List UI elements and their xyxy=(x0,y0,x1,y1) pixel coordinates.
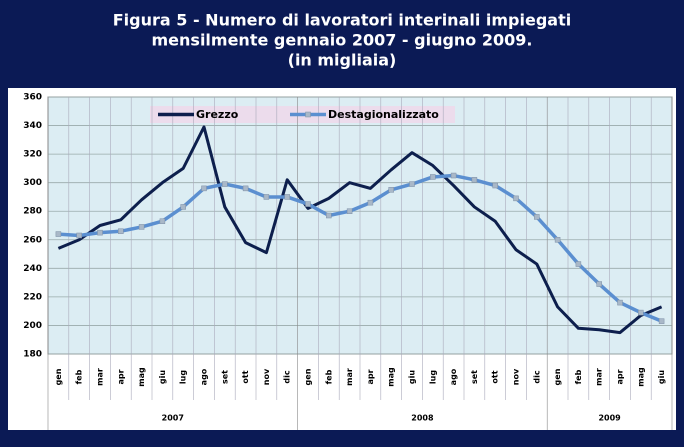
x-tick-label: mar xyxy=(595,368,604,386)
series-marker xyxy=(554,237,561,243)
series-marker xyxy=(180,204,186,210)
series-marker xyxy=(305,201,311,207)
legend-label: Destagionalizzato xyxy=(328,108,439,121)
y-tick-label: 260 xyxy=(23,235,42,245)
x-tick-label: mag xyxy=(137,367,146,387)
series-marker xyxy=(534,214,540,220)
y-tick-label: 360 xyxy=(23,93,42,103)
x-tick-label: mar xyxy=(345,368,354,386)
legend-marker xyxy=(305,111,311,118)
x-tick-label: gen xyxy=(54,368,63,385)
chart-title: (in migliaia) xyxy=(288,51,397,70)
x-tick-label: nov xyxy=(512,368,521,385)
series-marker xyxy=(55,231,62,237)
x-tick-label: apr xyxy=(616,369,625,384)
series-marker xyxy=(638,309,644,316)
y-tick-label: 220 xyxy=(23,292,42,302)
series-marker xyxy=(513,195,519,202)
y-tick-label: 280 xyxy=(23,207,42,217)
series-marker xyxy=(658,318,665,324)
series-marker xyxy=(346,208,353,214)
x-tick-label: ago xyxy=(200,368,209,385)
x-tick-label: lug xyxy=(428,370,437,384)
x-group-label: 2008 xyxy=(411,414,434,423)
series-marker xyxy=(430,174,436,180)
series-marker xyxy=(76,232,82,239)
y-tick-label: 180 xyxy=(23,350,42,360)
x-tick-label: dic xyxy=(283,370,292,383)
series-line xyxy=(58,173,663,323)
series-marker xyxy=(450,172,457,179)
x-tick-label: ott xyxy=(241,370,250,383)
series-marker xyxy=(388,187,394,193)
series-marker xyxy=(263,194,270,200)
legend-label: Grezzo xyxy=(196,108,239,121)
x-tick-label: set xyxy=(220,370,229,384)
series-marker xyxy=(138,224,145,230)
chart-title: Figura 5 - Numero di lavoratori interina… xyxy=(113,11,571,30)
series-marker xyxy=(118,228,124,234)
series-marker xyxy=(367,199,374,206)
x-tick-label: feb xyxy=(574,369,583,384)
x-tick-label: giu xyxy=(408,370,417,384)
x-tick-label: gen xyxy=(553,368,562,385)
x-tick-label: dic xyxy=(532,370,541,383)
series-line xyxy=(57,125,663,335)
x-tick-label: feb xyxy=(324,369,333,384)
x-tick-label: mag xyxy=(636,367,645,387)
x-tick-label: gen xyxy=(304,368,313,385)
series-marker xyxy=(596,281,602,287)
x-tick-label: nov xyxy=(262,368,271,385)
x-group-label: 2009 xyxy=(598,414,621,423)
x-tick-label: apr xyxy=(366,369,375,384)
x-tick-label: ago xyxy=(449,368,458,385)
series-marker xyxy=(284,194,290,200)
x-tick-label: feb xyxy=(75,369,84,384)
y-tick-label: 200 xyxy=(23,321,42,331)
series-marker xyxy=(575,261,582,267)
series-marker xyxy=(492,182,498,189)
series-marker xyxy=(159,218,166,224)
x-tick-label: set xyxy=(470,370,479,384)
y-tick-label: 240 xyxy=(23,264,42,274)
series-marker xyxy=(471,177,478,183)
series-marker xyxy=(201,185,207,192)
x-tick-label: mar xyxy=(96,368,105,386)
x-tick-label: mag xyxy=(387,367,396,387)
series-marker xyxy=(409,181,415,187)
x-tick-label: lug xyxy=(179,370,188,384)
series-marker xyxy=(617,299,623,306)
chart-title: mensilmente gennaio 2007 - giugno 2009. xyxy=(152,31,533,50)
y-tick-label: 300 xyxy=(23,178,42,188)
series-marker xyxy=(242,185,249,192)
x-tick-label: apr xyxy=(116,369,125,384)
y-tick-label: 320 xyxy=(23,150,42,160)
series-marker xyxy=(97,229,103,236)
x-tick-label: giu xyxy=(158,370,167,384)
x-group-label: 2007 xyxy=(162,414,184,423)
series-marker xyxy=(222,181,228,187)
y-tick-label: 340 xyxy=(23,121,42,131)
series-marker xyxy=(326,212,332,219)
x-tick-label: ott xyxy=(491,370,500,383)
x-tick-label: giu xyxy=(657,370,666,384)
